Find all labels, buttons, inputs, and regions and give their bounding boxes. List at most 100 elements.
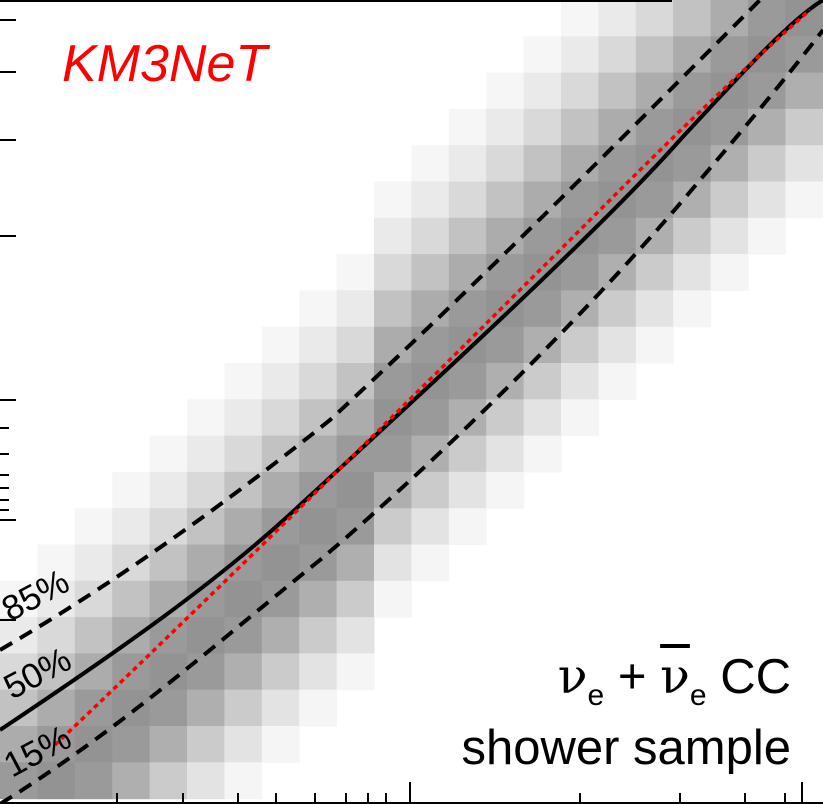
heatmap-cell	[748, 217, 786, 255]
heatmap-cell	[598, 363, 637, 400]
heatmap-cell	[261, 617, 300, 654]
heatmap-cell	[411, 544, 450, 582]
heatmap-cell	[336, 290, 375, 328]
heatmap-cell	[374, 544, 412, 582]
heatmap-cell	[149, 435, 188, 473]
heatmap-cell	[261, 580, 300, 618]
heatmap-cell	[523, 108, 562, 146]
heatmap-cell	[523, 217, 562, 255]
heatmap-cell	[448, 326, 487, 364]
heatmap-cell	[598, 217, 637, 255]
heatmap-cell	[224, 580, 263, 618]
heatmap-cell	[336, 617, 375, 654]
heatmap-cell	[374, 326, 412, 364]
heatmap-cell	[149, 726, 188, 763]
heatmap-cell	[635, 36, 674, 74]
heatmap-cell	[523, 72, 562, 110]
heatmap-cell	[673, 217, 712, 255]
antinu-symbol: ν	[660, 648, 690, 705]
heatmap-cell	[598, 36, 637, 74]
heatmap-cell	[261, 653, 300, 691]
heatmap-cell	[523, 435, 562, 473]
heatmap-cell	[374, 435, 412, 473]
heatmap-cell	[261, 726, 300, 763]
heatmap-cell	[112, 580, 151, 618]
heatmap-cell	[523, 181, 562, 219]
heatmap-cell	[785, 145, 823, 183]
heatmap-cell	[561, 399, 599, 437]
heatmap-cell	[187, 617, 225, 654]
heatmap-cell	[187, 399, 225, 437]
heatmap-cell	[149, 471, 188, 509]
heatmap-cell	[411, 471, 450, 509]
heatmap-cell	[411, 435, 450, 473]
heatmap-cell	[598, 181, 637, 219]
heatmap-cell	[187, 471, 225, 509]
heatmap-cell	[673, 254, 712, 291]
heatmap-cell	[149, 762, 188, 800]
heatmap-cell	[523, 399, 562, 437]
heatmap-cell	[261, 326, 300, 364]
heatmap-cell	[561, 217, 599, 255]
heatmap-cell	[299, 290, 338, 328]
heatmap-cell	[561, 72, 599, 110]
heatmap-cell	[561, 254, 599, 291]
heatmap-cell	[561, 181, 599, 219]
heatmap-cell	[635, 108, 674, 146]
heatmap-cell	[710, 181, 749, 219]
heatmap-cell	[710, 217, 749, 255]
nu-symbol: ν	[557, 648, 588, 705]
heatmap-cell	[336, 508, 375, 546]
heatmap-cell	[224, 762, 263, 800]
reference-line	[53, 8, 812, 747]
heatmap-cell	[486, 108, 525, 146]
heatmap-cell	[673, 0, 712, 37]
sample-label-line1: νe + νe CC	[461, 650, 791, 722]
heatmap-cell	[448, 145, 487, 183]
heatmap-cell	[37, 544, 76, 582]
heatmap-cell	[673, 72, 712, 110]
heatmap-cell	[598, 290, 637, 328]
heatmap-cell	[299, 363, 338, 400]
heatmap-cell	[374, 363, 412, 400]
heatmap-cell	[561, 363, 599, 400]
heatmap-cell	[561, 145, 599, 183]
heatmap-cell	[523, 145, 562, 183]
heatmap-cell	[673, 290, 712, 328]
heatmap-cell	[411, 254, 450, 291]
experiment-label: KM3NeT	[62, 35, 268, 93]
heatmap-cell	[635, 326, 674, 364]
heatmap-cell	[486, 72, 525, 110]
heatmap-cell	[523, 326, 562, 364]
heatmap-cell	[187, 689, 225, 727]
heatmap-cell	[411, 326, 450, 364]
heatmap-cell	[0, 653, 38, 691]
heatmap-cell	[635, 290, 674, 328]
heatmap-cell	[299, 508, 338, 546]
heatmap-cell	[448, 363, 487, 400]
heatmap-cell	[448, 217, 487, 255]
heatmap-cell	[37, 689, 76, 727]
heatmap-cell	[448, 435, 487, 473]
heatmap-cell	[448, 471, 487, 509]
heatmap-cell	[561, 326, 599, 364]
heatmap-cell	[598, 326, 637, 364]
heatmap-cell	[561, 36, 599, 74]
heatmap-cell	[224, 653, 263, 691]
heatmap-cell	[187, 653, 225, 691]
heatmap-cell	[224, 689, 263, 727]
heatmap-cell	[374, 254, 412, 291]
heatmap-cell	[74, 762, 113, 800]
heatmap-cell	[374, 580, 412, 618]
heatmap-cell	[523, 363, 562, 400]
heatmap-cell	[336, 653, 375, 691]
heatmap-cell	[598, 0, 637, 37]
heatmap-cell	[523, 290, 562, 328]
heatmap-cell	[74, 508, 113, 546]
heatmap-cell	[561, 108, 599, 146]
heatmap-cell	[261, 508, 300, 546]
heatmap-cell	[374, 471, 412, 509]
heatmap-cell	[37, 762, 76, 800]
heatmap-cell	[635, 181, 674, 219]
